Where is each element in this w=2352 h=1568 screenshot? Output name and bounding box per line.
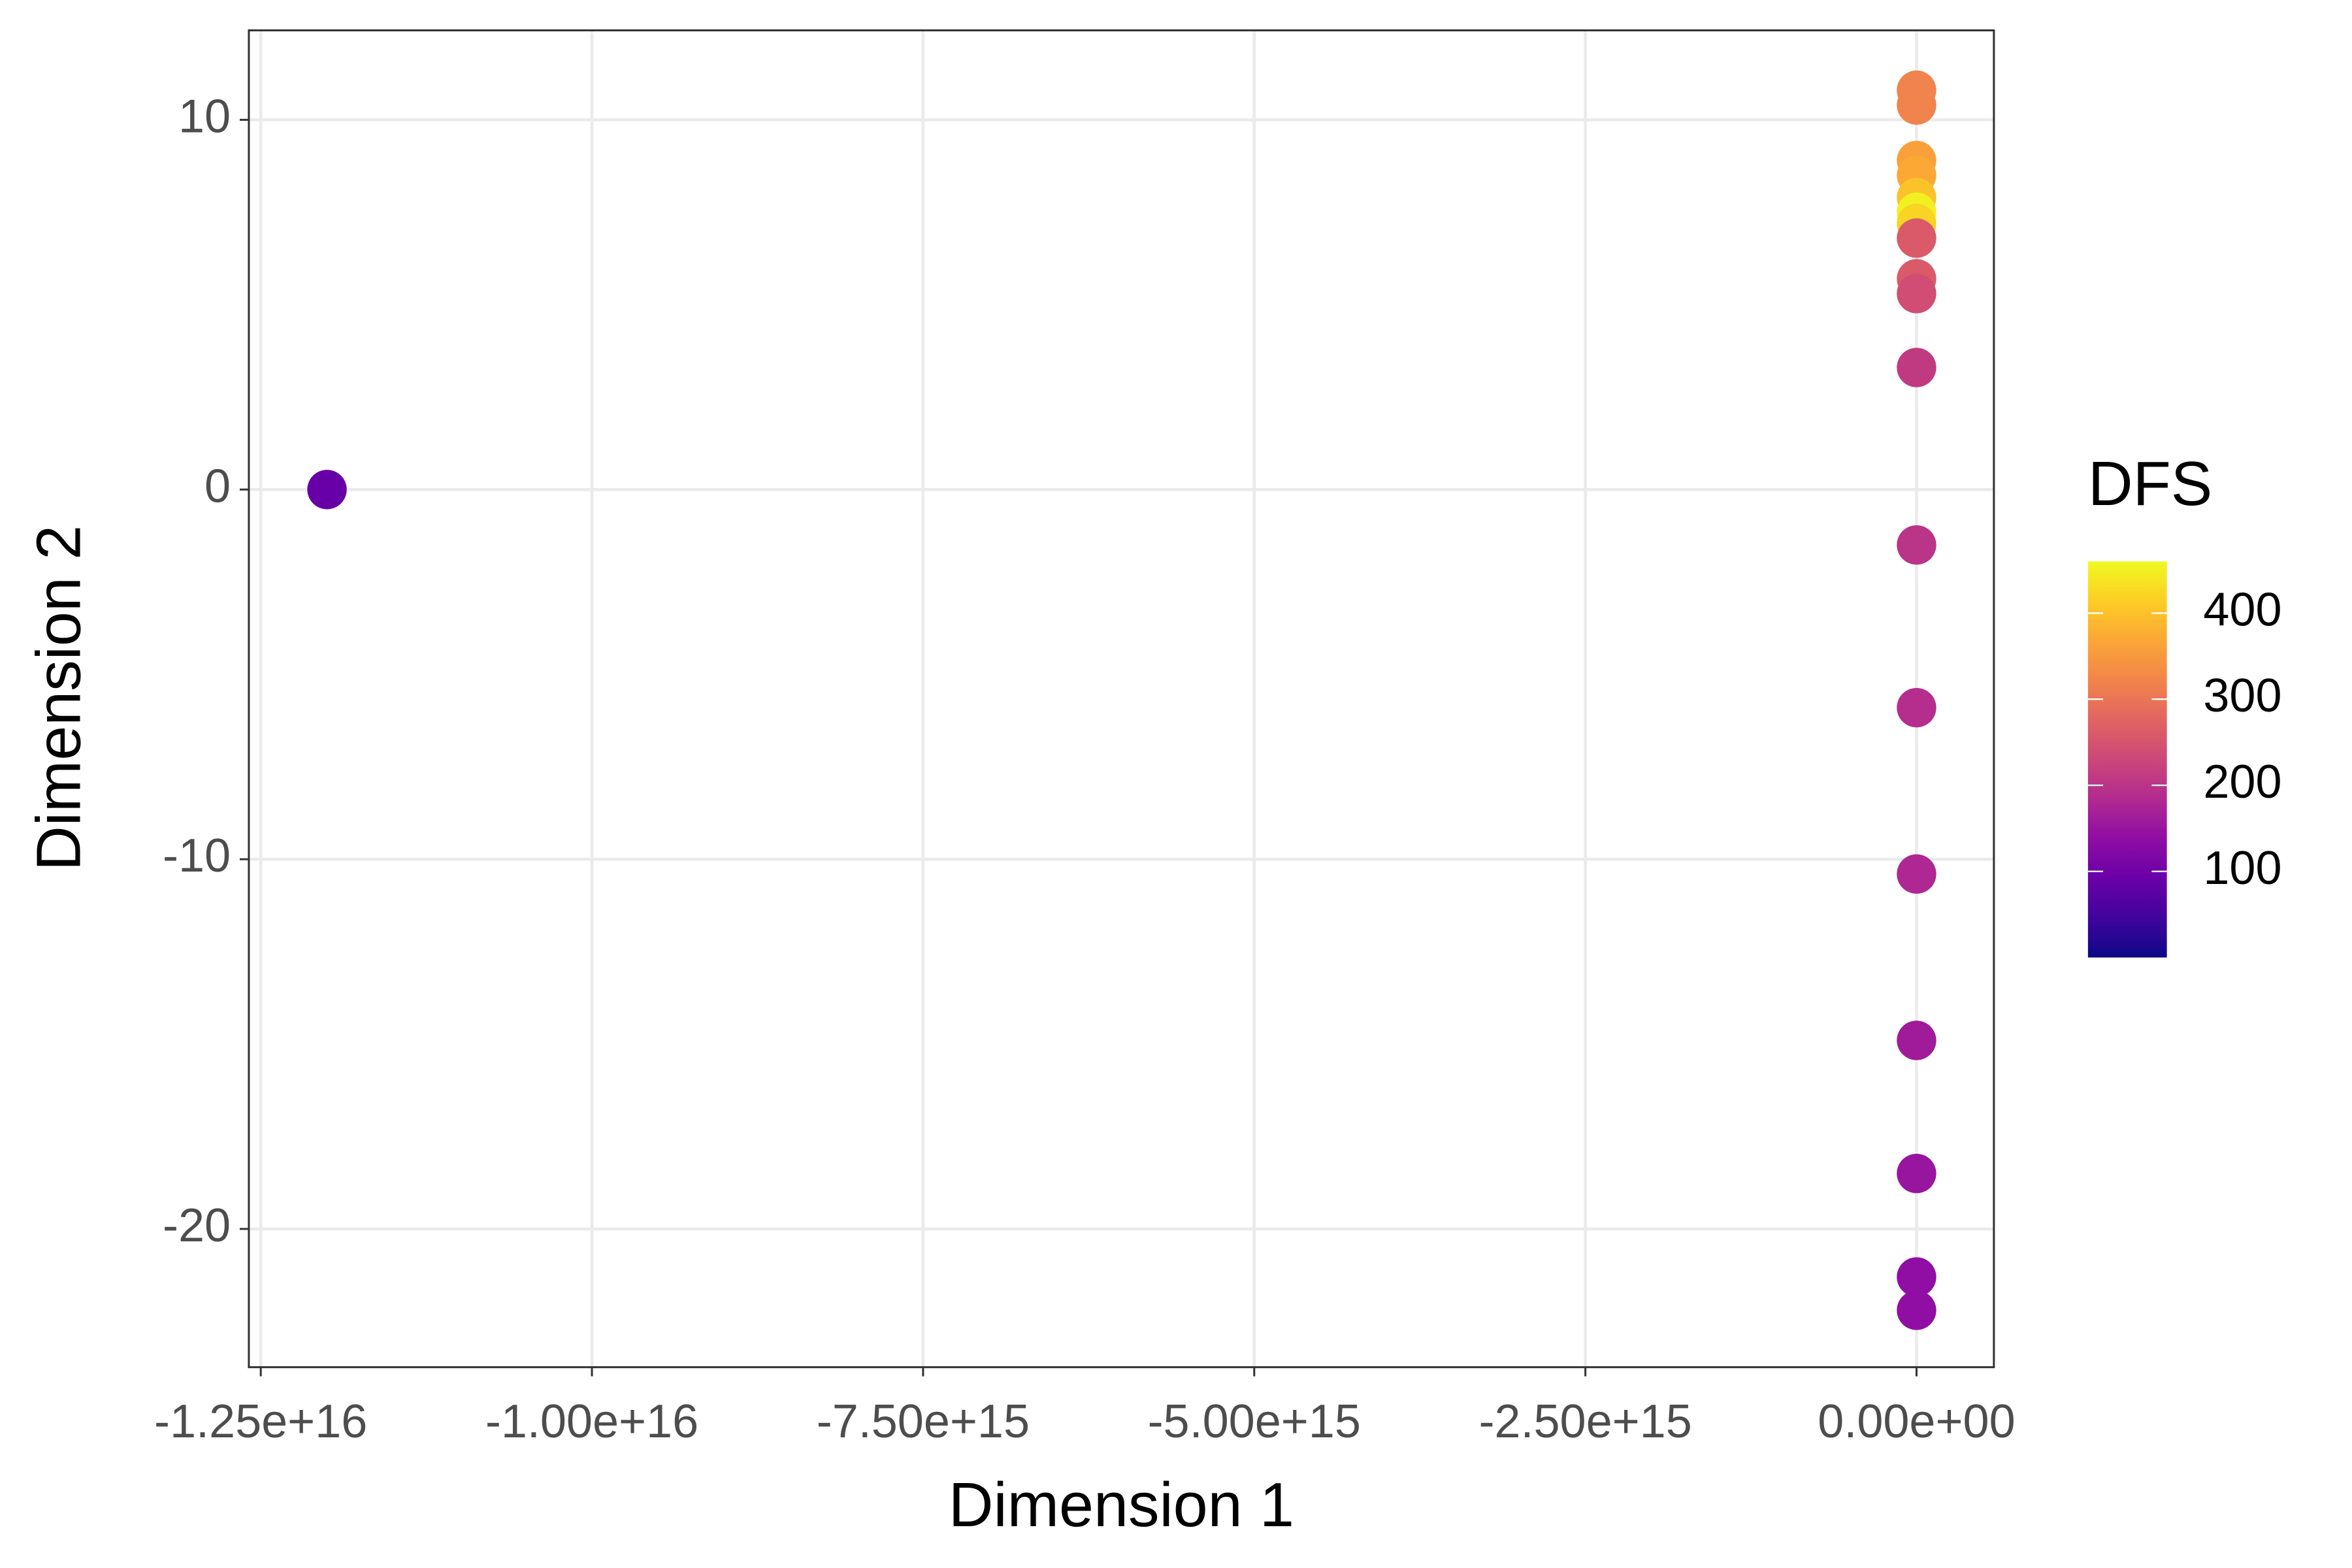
point [1897, 1290, 1936, 1330]
y-tick-label: -20 [163, 1200, 231, 1252]
point [1897, 274, 1936, 314]
colorbar-tick-label: 200 [2203, 756, 2281, 808]
x-tick-label: -1.25e+16 [154, 1396, 367, 1448]
colorbar-tick-label: 400 [2203, 583, 2281, 636]
point [307, 470, 347, 510]
colorbar-tick-label: 300 [2203, 670, 2281, 722]
point [1897, 1021, 1936, 1060]
point [1897, 85, 1936, 125]
x-tick-label: -2.50e+15 [1478, 1396, 1691, 1448]
point [1897, 218, 1936, 258]
legend-title: DFS [2088, 449, 2212, 519]
y-axis-title: Dimension 2 [25, 525, 94, 871]
colorbar [2087, 561, 2167, 958]
colorbar-tick-label: 100 [2203, 842, 2281, 894]
point [1897, 687, 1936, 728]
panel-border [248, 29, 1995, 1369]
point [1897, 1257, 1936, 1297]
y-tick-label: -10 [163, 830, 231, 882]
y-tick-label: 10 [178, 90, 231, 142]
x-axis-title: Dimension 1 [949, 1471, 1294, 1540]
x-tick-label: -7.50e+15 [817, 1396, 1030, 1448]
x-tick-label: -1.00e+16 [485, 1396, 698, 1448]
point [1897, 1153, 1936, 1194]
point [1897, 348, 1936, 387]
plot-panel [248, 30, 1994, 1367]
point [1897, 854, 1936, 894]
points [307, 70, 1936, 1330]
point [1897, 525, 1936, 565]
y-tick-label: 0 [204, 460, 231, 512]
x-tick-label: -5.00e+15 [1148, 1396, 1361, 1448]
x-tick-label: 0.00e+00 [1818, 1396, 2015, 1448]
